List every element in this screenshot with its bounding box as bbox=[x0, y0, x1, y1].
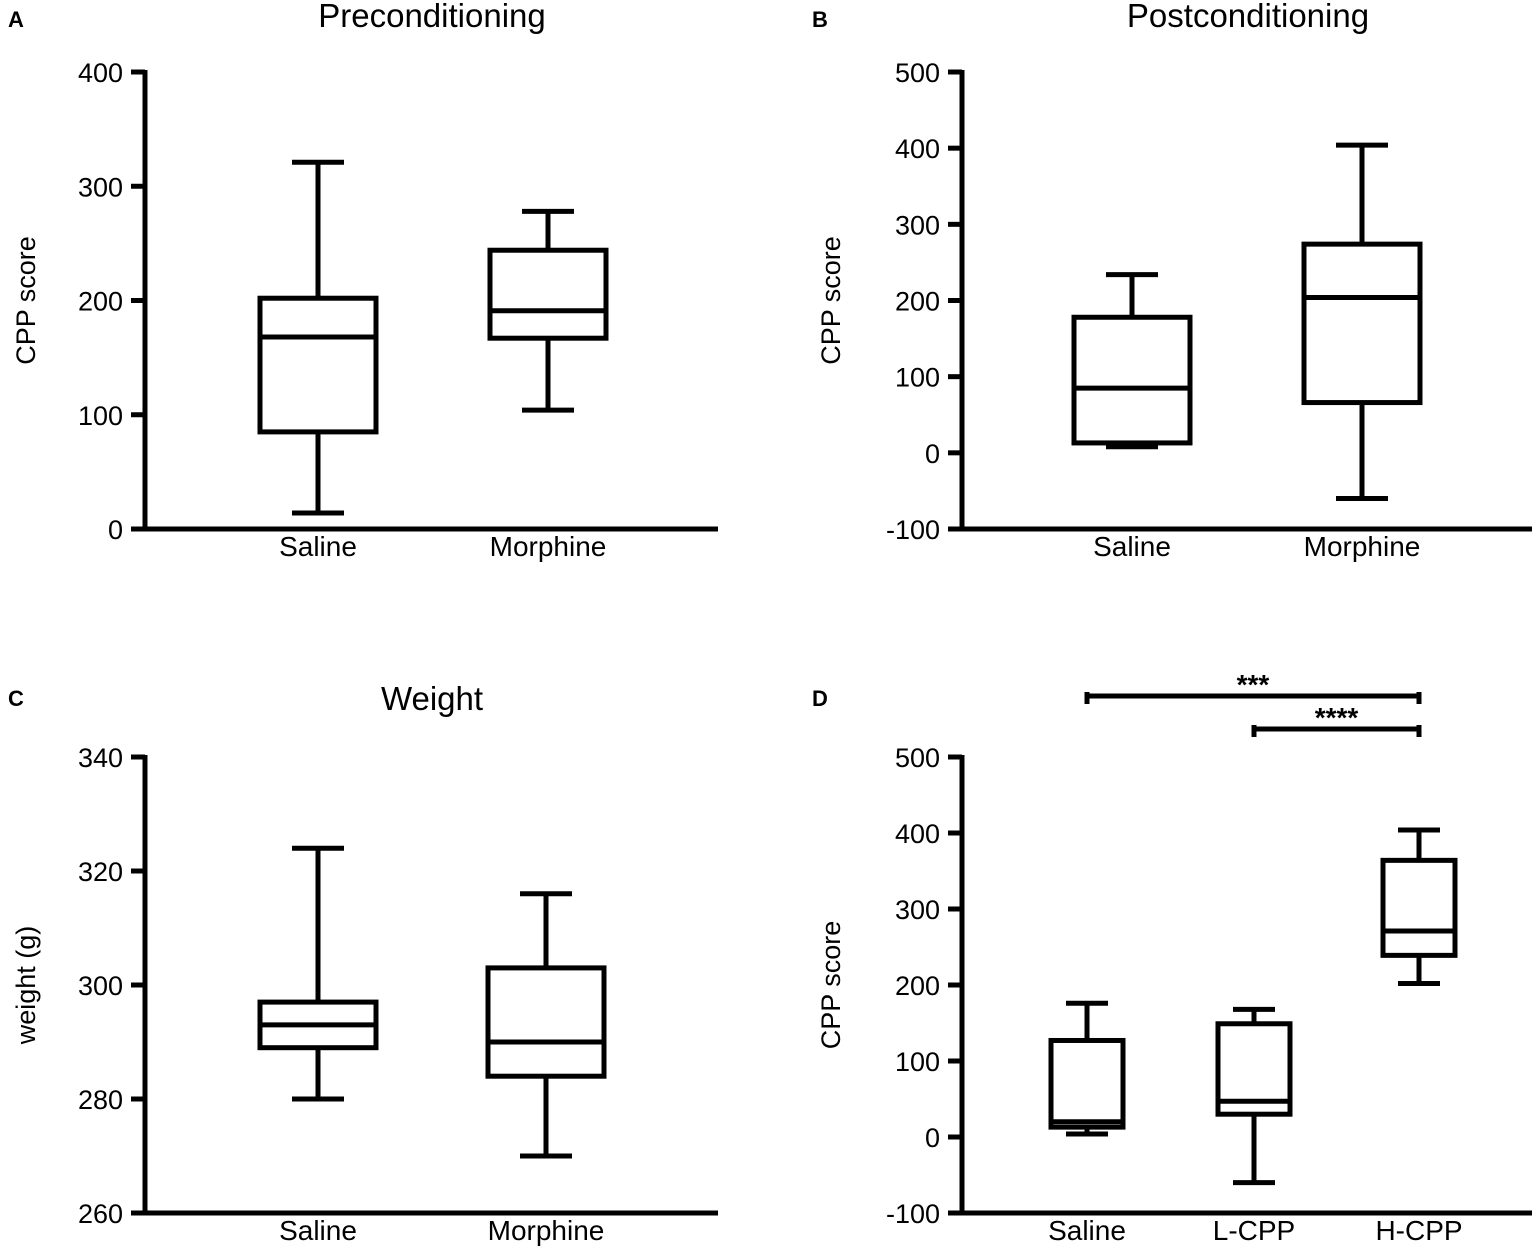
panel-d: D -100 0 100 200 300 400 500 CPP score Saline L-C… bbox=[812, 669, 1532, 1246]
significance-bracket: *** bbox=[1084, 669, 1422, 704]
panel-a-category-label: Saline bbox=[279, 531, 357, 562]
panel-d-plot: -100 0 100 200 300 400 500 CPP score Saline L-CPP… bbox=[816, 669, 1532, 1246]
panel-c-box-morphine bbox=[485, 891, 607, 1159]
panel-a-y-axis-label: CPP score bbox=[11, 236, 41, 365]
panel-a-title: Preconditioning bbox=[318, 0, 546, 34]
panel-c-category-label: Morphine bbox=[488, 1215, 605, 1246]
panel-b-y-tick-label: 400 bbox=[895, 134, 940, 164]
panel-b: B Postconditioning -100 0 100 200 300 400 500 C… bbox=[812, 0, 1532, 562]
panel-b-y-tick-label: -100 bbox=[886, 515, 940, 545]
panel-b-y-axis-label: CPP score bbox=[816, 236, 846, 365]
panel-b-y-tick-label: 200 bbox=[895, 287, 940, 317]
significance-stars: *** bbox=[1237, 669, 1270, 700]
iqr-box bbox=[485, 965, 607, 1079]
panel-c-y-axis-label: weight (g) bbox=[11, 926, 41, 1046]
panel-c-box-saline bbox=[257, 845, 379, 1102]
iqr-box bbox=[1048, 1037, 1126, 1130]
panel-c-y-tick-label: 340 bbox=[78, 743, 123, 773]
panel-letter-c: C bbox=[8, 686, 24, 711]
panel-a-category-label: Morphine bbox=[490, 531, 607, 562]
panel-d-y-tick-label: -100 bbox=[886, 1199, 940, 1229]
panel-c-title: Weight bbox=[381, 680, 483, 717]
panel-d-y-tick-label: 400 bbox=[895, 819, 940, 849]
panel-letter-b: B bbox=[812, 7, 828, 32]
panel-d-category-label: L-CPP bbox=[1213, 1215, 1295, 1246]
panel-d-box-l-cpp bbox=[1215, 1006, 1293, 1186]
panel-a-y-tick-label: 200 bbox=[78, 287, 123, 317]
panel-b-y-tick-label: 500 bbox=[895, 58, 940, 88]
panel-d-y-axis-label: CPP score bbox=[816, 921, 846, 1050]
iqr-box bbox=[1071, 314, 1193, 446]
panel-a-y-tick-label: 100 bbox=[78, 401, 123, 431]
panel-letter-a: A bbox=[8, 7, 24, 32]
panel-a-plot: 0 100 200 300 400 CPP score Saline Morphine bbox=[11, 58, 718, 562]
panel-c-y-tick-label: 280 bbox=[78, 1085, 123, 1115]
panel-d-y-tick-label: 500 bbox=[895, 743, 940, 773]
panel-b-y-tick-label: 300 bbox=[895, 210, 940, 240]
panel-a-y-tick-label: 300 bbox=[78, 172, 123, 202]
iqr-box bbox=[1380, 857, 1458, 958]
panel-b-y-tick-label: 100 bbox=[895, 363, 940, 393]
panel-a-box-saline bbox=[257, 159, 379, 516]
iqr-box bbox=[257, 295, 379, 435]
panel-letter-d: D bbox=[812, 686, 828, 711]
panel-d-box-h-cpp bbox=[1380, 827, 1458, 986]
significance-stars: **** bbox=[1315, 702, 1359, 733]
panel-d-box-saline bbox=[1048, 1000, 1126, 1137]
panel-c: C Weight 260 280 300 320 340 weight (g) Saline… bbox=[8, 680, 718, 1246]
panel-d-y-tick-label: 100 bbox=[895, 1047, 940, 1077]
panel-c-y-tick-label: 320 bbox=[78, 857, 123, 887]
panel-b-title: Postconditioning bbox=[1127, 0, 1369, 34]
panel-a-y-tick-label: 400 bbox=[78, 58, 123, 88]
iqr-box bbox=[487, 247, 609, 341]
panel-d-y-tick-label: 200 bbox=[895, 971, 940, 1001]
panel-b-box-morphine bbox=[1301, 142, 1423, 502]
panel-c-y-tick-label: 300 bbox=[78, 971, 123, 1001]
panel-b-box-saline bbox=[1071, 272, 1193, 450]
iqr-box bbox=[1301, 241, 1423, 406]
panel-d-category-label: H-CPP bbox=[1375, 1215, 1462, 1246]
panel-c-y-tick-label: 260 bbox=[78, 1199, 123, 1229]
panel-b-plot: -100 0 100 200 300 400 500 CPP score Saline Morph… bbox=[816, 58, 1532, 562]
significance-bracket: **** bbox=[1251, 702, 1422, 737]
panel-b-category-label: Saline bbox=[1093, 531, 1171, 562]
panel-d-category-label: Saline bbox=[1048, 1215, 1126, 1246]
panel-d-y-tick-label: 300 bbox=[895, 895, 940, 925]
panel-b-category-label: Morphine bbox=[1304, 531, 1421, 562]
panel-b-y-tick-label: 0 bbox=[925, 439, 940, 469]
panel-a-y-tick-label: 0 bbox=[108, 515, 123, 545]
panel-a-box-morphine bbox=[487, 208, 609, 413]
panel-a: A Preconditioning 0 100 200 300 400 CPP score… bbox=[8, 0, 718, 562]
panel-d-y-tick-label: 0 bbox=[925, 1123, 940, 1153]
panel-c-plot: 260 280 300 320 340 weight (g) Saline Morphine bbox=[11, 743, 718, 1246]
panel-c-category-label: Saline bbox=[279, 1215, 357, 1246]
